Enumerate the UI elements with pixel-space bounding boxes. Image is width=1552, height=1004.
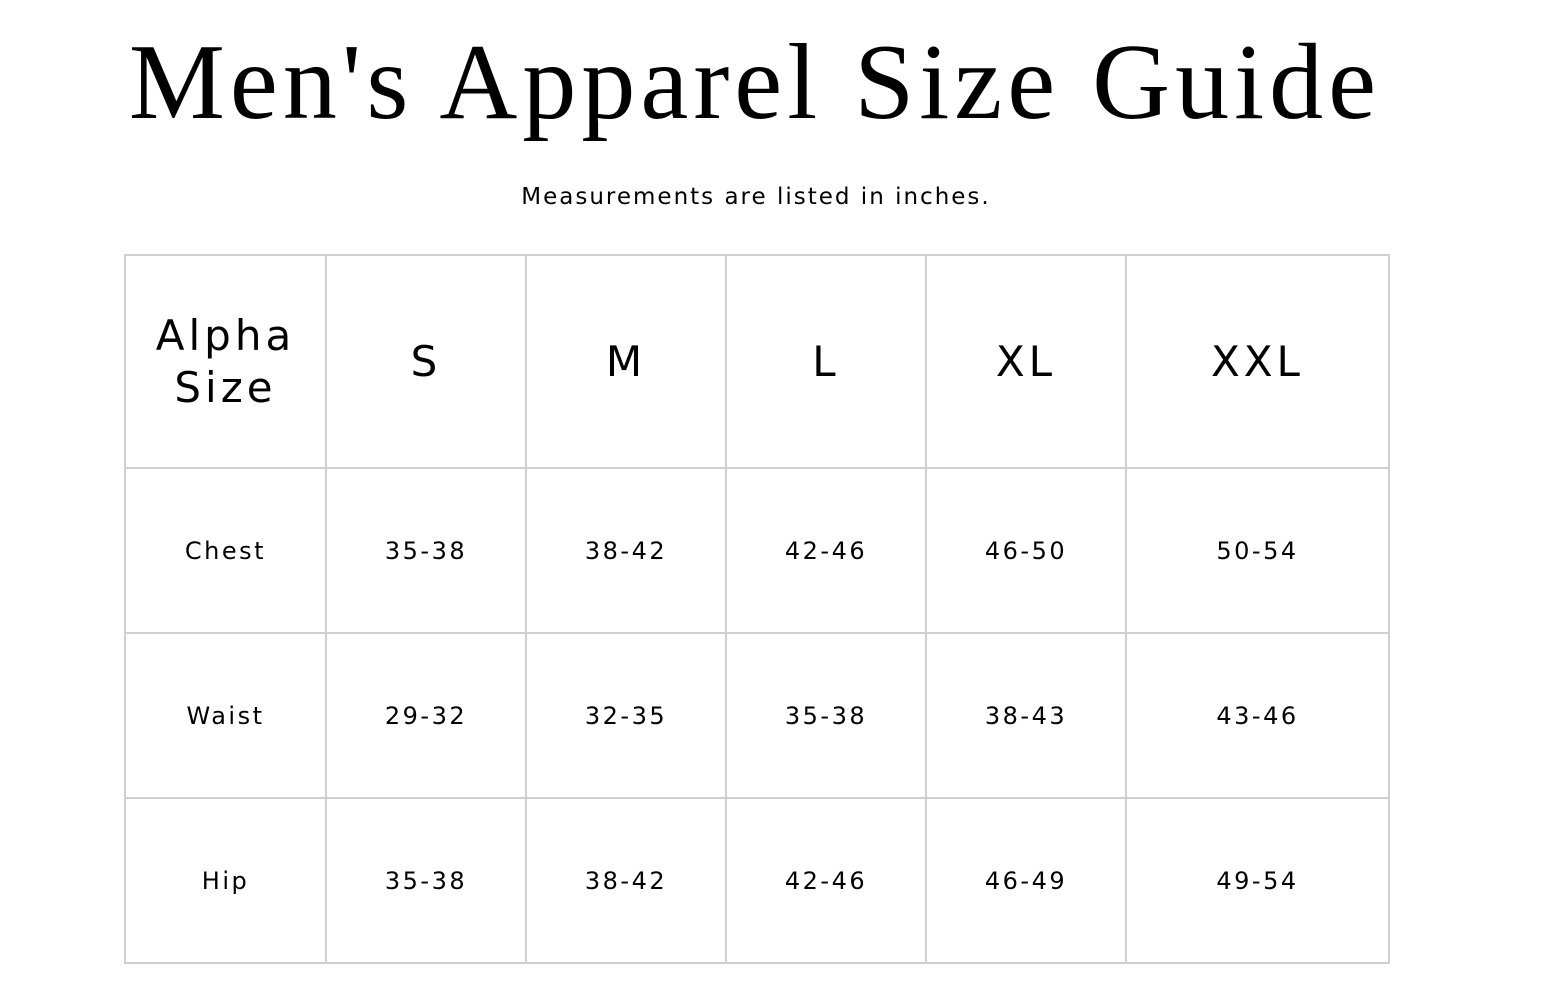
table-row: Waist 29-32 32-35 35-38 38-43 43-46 — [124, 632, 1390, 799]
header-row: Alpha Size S M L XL XXL — [124, 254, 1390, 469]
row-label: Hip — [124, 797, 327, 964]
page-title: Men's Apparel Size Guide — [128, 23, 1382, 142]
table-row: Chest 35-38 38-42 42-46 46-50 50-54 — [124, 467, 1390, 634]
cell: 35-38 — [325, 467, 527, 634]
row-label: Waist — [124, 632, 327, 799]
cell: 50-54 — [1125, 467, 1390, 634]
cell: 38-42 — [525, 467, 727, 634]
cell: 42-46 — [725, 797, 927, 964]
cell: 35-38 — [725, 632, 927, 799]
cell: 29-32 — [325, 632, 527, 799]
header-alpha-size: Alpha Size — [124, 254, 327, 469]
header-size: XL — [925, 254, 1127, 469]
header-size: M — [525, 254, 727, 469]
header-size: L — [725, 254, 927, 469]
cell: 49-54 — [1125, 797, 1390, 964]
size-table: Alpha Size S M L XL XXL Chest 35-38 38-42… — [124, 254, 1390, 964]
header-label-line1: Alpha — [155, 310, 296, 360]
cell: 46-50 — [925, 467, 1127, 634]
subtitle: Measurements are listed in inches. — [521, 184, 991, 210]
header-label-line2: Size — [174, 362, 277, 412]
row-label: Chest — [124, 467, 327, 634]
cell: 43-46 — [1125, 632, 1390, 799]
cell: 46-49 — [925, 797, 1127, 964]
table-row: Hip 35-38 38-42 42-46 46-49 49-54 — [124, 797, 1390, 964]
cell: 38-42 — [525, 797, 727, 964]
header-size: XXL — [1125, 254, 1390, 469]
cell: 32-35 — [525, 632, 727, 799]
header-size: S — [325, 254, 527, 469]
cell: 35-38 — [325, 797, 527, 964]
cell: 38-43 — [925, 632, 1127, 799]
cell: 42-46 — [725, 467, 927, 634]
